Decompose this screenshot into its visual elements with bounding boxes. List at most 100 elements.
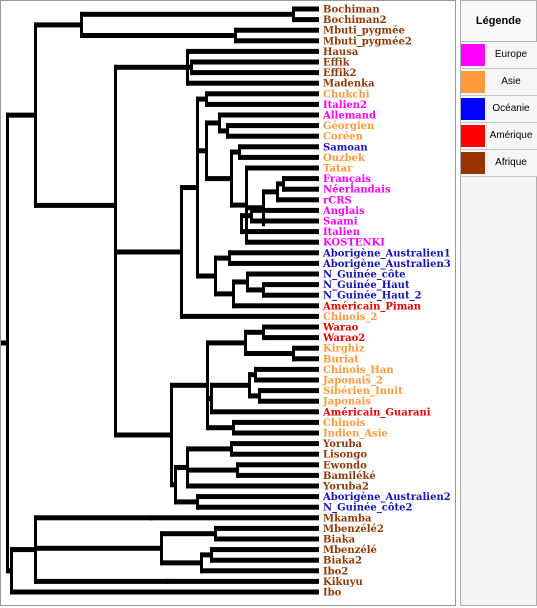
leaf-label: Aborigène_Australien1 — [322, 248, 451, 259]
tree-branch — [197, 148, 206, 154]
leaf-label: Sibérien_Inuit — [323, 386, 403, 397]
legend-swatch-amerique — [461, 125, 485, 147]
leaf-label: Indien_Asie — [323, 429, 388, 440]
leaf-label: Japonais_2 — [322, 376, 383, 387]
tree-branch — [187, 446, 231, 452]
tree-node-connector — [150, 515, 153, 521]
tree-node-connector — [196, 96, 199, 279]
leaf-label: Effik — [323, 58, 351, 69]
tree-branch — [35, 578, 167, 584]
tree-branch — [167, 578, 319, 584]
leaf-label: Ibo2 — [323, 566, 348, 577]
tree-branch — [191, 70, 319, 76]
tree-branch — [206, 176, 231, 182]
leaf-label: Biaka2 — [323, 556, 362, 567]
tree-branch — [161, 531, 215, 537]
tree-branch — [11, 589, 319, 595]
tree-branch — [35, 202, 115, 208]
legend-item-afrique: Afrique — [461, 150, 537, 177]
tree-branch — [151, 515, 319, 521]
tree-branch — [263, 335, 319, 341]
leaf-label: Anglais — [322, 206, 365, 217]
leaf-label: Ewondo — [323, 460, 367, 471]
tree-branch — [241, 229, 319, 235]
tree-node-connector — [180, 185, 183, 319]
leaf-label: Chinois — [323, 418, 366, 429]
tree-branch — [181, 313, 319, 319]
legend-label-oceanie: Océanie — [492, 103, 530, 114]
tree-branch — [277, 197, 319, 203]
tree-node-connector — [206, 340, 209, 431]
leaf-label: N_Guinée_côte — [323, 270, 406, 281]
legend-item-asie: Asie — [461, 69, 537, 96]
leaf-label: Chinois_2 — [323, 312, 377, 323]
tree-node-connector — [114, 64, 117, 346]
tree-branch — [233, 279, 247, 285]
tree-branch — [235, 38, 319, 44]
tree-branch — [251, 218, 319, 224]
leaf-label: Yoruba — [322, 439, 362, 450]
leaf-label: Bamiléké — [323, 471, 376, 482]
tree-branch — [283, 186, 319, 192]
tree-node-connector — [10, 547, 13, 595]
tree-branch — [215, 525, 319, 531]
legend-swatch-europe — [461, 44, 485, 66]
tree-branch — [263, 324, 319, 330]
tree-branch — [35, 515, 151, 521]
tree-branch — [197, 273, 215, 279]
legend-label-asie: Asie — [501, 76, 521, 87]
tree-node-connector — [232, 279, 235, 309]
tree-branch — [246, 165, 319, 171]
leaf-label: Français — [323, 174, 371, 185]
tree-branch — [235, 27, 319, 33]
tree-branch — [259, 398, 319, 404]
tree-node-connector — [282, 176, 285, 192]
leaf-label: Buriat — [323, 354, 359, 365]
tree-node-connector — [254, 366, 257, 383]
leaf-label: Italien — [323, 227, 361, 238]
leaf-label: Bochiman — [323, 5, 380, 16]
tree-branch — [231, 202, 246, 208]
tree-node-connector — [34, 22, 37, 208]
leaf-label: Chinois_Han — [323, 365, 394, 376]
tree-branch — [249, 393, 259, 399]
leaf-label: Mbenzélé2 — [323, 524, 384, 535]
tree-branch — [263, 189, 277, 195]
tree-node-connector — [170, 382, 173, 488]
tree-branch — [249, 372, 255, 378]
tree-node-connector — [160, 531, 163, 566]
tree-branch — [219, 112, 319, 118]
tree-branch — [115, 64, 187, 70]
tree-node-connector — [228, 250, 231, 266]
leaf-label: Mkamba — [323, 513, 372, 524]
legend-swatch-asie — [461, 71, 485, 93]
tree-branch — [206, 120, 219, 126]
tree-node-connector — [214, 255, 217, 297]
leaf-label: Géorgien — [323, 121, 375, 132]
leaf-label: N_Guinée_côte2 — [323, 503, 412, 514]
tree-branch — [211, 557, 319, 563]
leaf-label: Japonais — [322, 397, 371, 408]
tree-branch — [247, 287, 263, 293]
leaf-label: Italien2 — [323, 100, 367, 111]
tree-branch — [233, 419, 319, 425]
tree-node-connector — [292, 345, 295, 362]
tree-node-connector — [226, 123, 229, 139]
legend-item-amerique: Amérique — [461, 123, 537, 150]
tree-branch — [277, 181, 283, 187]
tree-branch — [187, 80, 319, 86]
legend-title: Légende — [461, 1, 536, 42]
tree-branch — [247, 271, 319, 277]
leaf-label: Coréen — [323, 132, 364, 143]
legend-item-oceanie: Océanie — [461, 96, 537, 123]
legend-panel: Légende Europe Asie Océanie Amérique Afr… — [460, 0, 537, 606]
tree-branch — [11, 547, 35, 553]
tree-branch — [255, 366, 319, 372]
tree-node-connector — [200, 552, 203, 574]
tree-branch — [35, 545, 161, 551]
tree-branch — [293, 6, 319, 12]
tree-branch — [187, 467, 237, 473]
tree-node-connector — [276, 181, 279, 203]
tree-branch — [201, 568, 319, 574]
leaf-label: Néerlandais — [323, 185, 391, 196]
